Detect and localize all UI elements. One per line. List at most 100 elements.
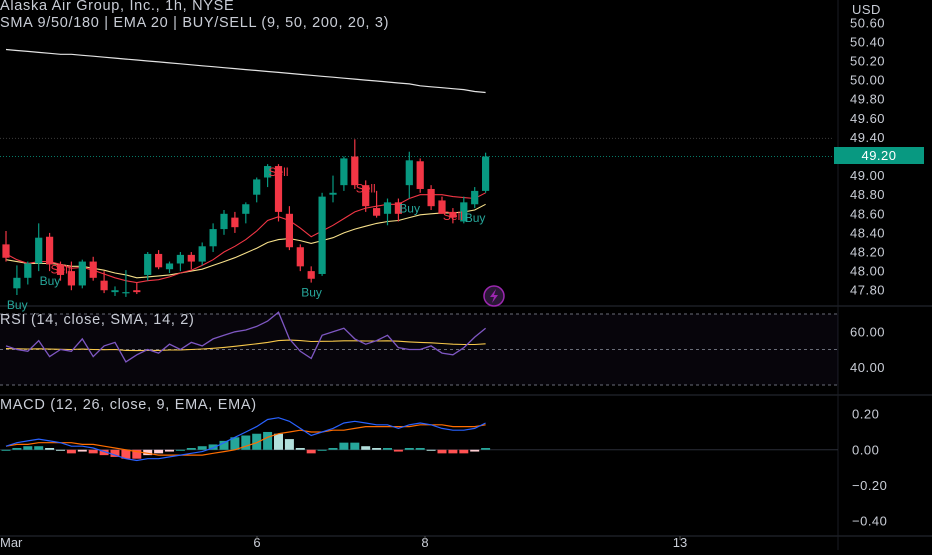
macd-histogram-bar: [339, 442, 349, 450]
price-tick-label: 49.60: [850, 111, 885, 126]
price-tick-label: 49.00: [850, 168, 885, 183]
macd-histogram-bar: [383, 448, 392, 450]
sma-180-line: [5, 48, 486, 94]
ema-20-line: [5, 203, 486, 279]
candle-down: [362, 185, 370, 207]
macd-tick-label: 0.20: [852, 407, 879, 422]
macd-histogram-bar: [372, 448, 382, 450]
candle-up: [318, 196, 326, 274]
macd-histogram-bar: [88, 449, 98, 454]
candle-down: [100, 280, 108, 291]
candle-up: [340, 158, 348, 186]
candle-down: [307, 271, 315, 279]
macd-histogram-bar: [393, 449, 403, 452]
candle-up: [482, 156, 490, 191]
symbol-title: Alaska Air Group, Inc., 1h, NYSE: [0, 0, 235, 14]
macd-histogram-bar: [274, 433, 283, 450]
candle-down: [67, 271, 75, 286]
price-tick-label: 48.00: [850, 264, 885, 279]
macd-histogram-bar: [241, 435, 251, 450]
candle-up: [220, 213, 228, 230]
macd-histogram-bar: [306, 449, 316, 454]
last-price-badge: 49.20: [834, 147, 924, 164]
time-axis[interactable]: Mar 6 8 13: [0, 535, 687, 550]
candle-down: [351, 156, 359, 186]
candle-up: [35, 237, 43, 264]
candle-up: [111, 290, 119, 293]
candle-up: [122, 292, 130, 294]
candle-up: [242, 204, 250, 214]
macd-histogram-bar: [121, 449, 131, 459]
lightning-icon[interactable]: [483, 285, 505, 307]
rsi-pane[interactable]: RSI (14, close, SMA, 14, 2): [0, 311, 838, 386]
candle-down: [285, 213, 293, 248]
candle-up: [176, 254, 184, 264]
candle-up: [471, 190, 479, 205]
macd-histogram-bar: [1, 449, 11, 451]
candle-down: [274, 166, 283, 212]
lightning-icon-bolt: [490, 289, 498, 303]
macd-histogram-bar: [230, 437, 240, 450]
candle-down: [373, 208, 381, 216]
macd-histogram-bar: [426, 449, 436, 451]
candle-down: [187, 254, 195, 262]
macd-histogram-bar: [448, 449, 458, 454]
indicators-legend[interactable]: SMA 9/50/180 | EMA 20 | BUY/SELL (9, 50,…: [0, 15, 390, 31]
candle-down: [46, 236, 54, 265]
macd-histogram-bar: [56, 449, 65, 451]
price-tick-label: 49.40: [850, 130, 885, 145]
macd-histogram-bar: [404, 448, 414, 450]
candle-up: [460, 202, 468, 222]
macd-pane[interactable]: MACD (12, 26, close, 9, EMA, EMA): [0, 397, 838, 462]
macd-histogram-bar: [143, 449, 153, 456]
macd-histogram-bar: [208, 444, 218, 450]
candle-up: [165, 263, 174, 270]
price-tick-label: 50.40: [850, 34, 885, 49]
price-axis[interactable]: 50.6050.4050.2050.0049.8049.6049.4049.20…: [850, 15, 887, 528]
macd-line: [5, 417, 486, 462]
candle-up: [405, 160, 413, 186]
macd-histogram-bar: [66, 449, 76, 454]
candle-up: [383, 202, 392, 214]
candle-up: [13, 277, 21, 289]
macd-tick-label: −0.20: [852, 478, 887, 493]
buy-signal-label: Buy: [301, 286, 322, 300]
macd-histogram-bar: [197, 446, 207, 450]
buy-signal-label: Buy: [40, 274, 61, 288]
currency-label[interactable]: USD: [852, 2, 881, 17]
rsi-tick-label: 40.00: [850, 360, 885, 375]
macd-histogram-bar: [350, 442, 360, 450]
macd-histogram-bar: [470, 449, 480, 452]
candle-down: [416, 161, 424, 189]
macd-histogram-bar: [219, 440, 229, 450]
price-tick-label: 50.20: [850, 53, 885, 68]
candle-down: [56, 264, 65, 275]
macd-histogram-bar: [415, 448, 425, 450]
macd-histogram-bar: [154, 449, 164, 454]
candle-up: [24, 263, 32, 278]
macd-tick-label: −0.40: [852, 514, 887, 529]
price-tick-label: 48.40: [850, 225, 885, 240]
candle-up: [78, 261, 86, 286]
price-tick-label: 48.20: [850, 245, 885, 260]
macd-histogram-bar: [263, 431, 273, 450]
macd-histogram-bar: [186, 448, 196, 450]
candle-up: [144, 253, 152, 275]
candle-up: [264, 166, 272, 178]
rsi-legend: RSI (14, close, SMA, 14, 2): [0, 312, 195, 328]
macd-histogram-bar: [132, 449, 142, 459]
candle-down: [296, 247, 304, 267]
sell-signal-label: Sell: [443, 209, 463, 223]
candle-down: [155, 253, 163, 268]
macd-histogram-bar: [175, 449, 185, 451]
time-tick-label: 13: [673, 535, 687, 550]
macd-histogram-bar: [45, 448, 55, 450]
candle-down: [89, 261, 97, 278]
macd-histogram-bar: [361, 446, 371, 450]
candle-up: [209, 229, 217, 247]
price-tick-label: 48.60: [850, 206, 885, 221]
price-tick-label: 50.60: [850, 15, 885, 30]
